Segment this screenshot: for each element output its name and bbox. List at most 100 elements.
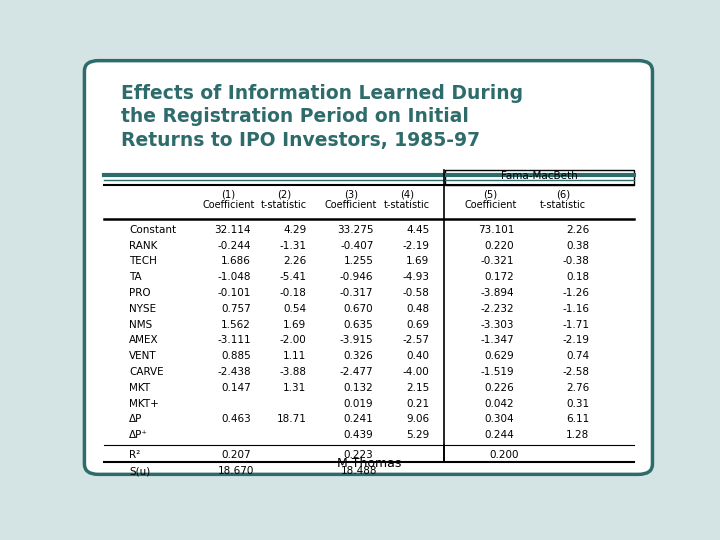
Text: MKT+: MKT+: [129, 399, 159, 409]
Text: -3.111: -3.111: [217, 335, 251, 346]
Text: -0.18: -0.18: [279, 288, 307, 298]
Text: -0.321: -0.321: [480, 256, 514, 266]
Text: VENT: VENT: [129, 352, 157, 361]
Text: -3.88: -3.88: [279, 367, 307, 377]
Text: -0.38: -0.38: [562, 256, 590, 266]
Text: 0.31: 0.31: [567, 399, 590, 409]
Text: 0.223: 0.223: [344, 450, 374, 460]
Text: -1.347: -1.347: [480, 335, 514, 346]
Text: Coefficient: Coefficient: [464, 200, 517, 210]
Text: S(u): S(u): [129, 466, 150, 476]
Text: -1.16: -1.16: [562, 304, 590, 314]
Text: 1.686: 1.686: [221, 256, 251, 266]
Text: -1.519: -1.519: [480, 367, 514, 377]
Text: 0.40: 0.40: [406, 352, 429, 361]
Text: M Thomas: M Thomas: [337, 457, 401, 470]
Text: -0.58: -0.58: [402, 288, 429, 298]
Text: Coefficient: Coefficient: [202, 200, 255, 210]
Text: -1.048: -1.048: [217, 272, 251, 282]
Text: -2.477: -2.477: [340, 367, 374, 377]
Text: RANK: RANK: [129, 241, 158, 251]
Text: 1.69: 1.69: [283, 320, 307, 330]
Text: 0.220: 0.220: [485, 241, 514, 251]
Text: -0.101: -0.101: [217, 288, 251, 298]
Text: 0.885: 0.885: [221, 352, 251, 361]
Text: 0.172: 0.172: [485, 272, 514, 282]
Text: MKT: MKT: [129, 383, 150, 393]
Text: 73.101: 73.101: [477, 225, 514, 235]
Text: 0.38: 0.38: [567, 241, 590, 251]
Text: 0.629: 0.629: [485, 352, 514, 361]
Text: -2.19: -2.19: [402, 241, 429, 251]
Text: 9.06: 9.06: [406, 415, 429, 424]
Text: -0.946: -0.946: [340, 272, 374, 282]
Text: -0.244: -0.244: [217, 241, 251, 251]
Text: -4.00: -4.00: [402, 367, 429, 377]
Text: -2.19: -2.19: [562, 335, 590, 346]
Text: 33.275: 33.275: [337, 225, 374, 235]
Text: 0.757: 0.757: [221, 304, 251, 314]
Text: 0.226: 0.226: [485, 383, 514, 393]
Text: Constant: Constant: [129, 225, 176, 235]
Text: CARVE: CARVE: [129, 367, 163, 377]
Text: -2.232: -2.232: [480, 304, 514, 314]
Text: 0.635: 0.635: [343, 320, 374, 330]
Text: 2.26: 2.26: [566, 225, 590, 235]
Text: 0.48: 0.48: [406, 304, 429, 314]
Text: -2.58: -2.58: [562, 367, 590, 377]
Text: ΔP⁺: ΔP⁺: [129, 430, 148, 440]
Text: (4): (4): [400, 190, 414, 200]
Text: ΔP: ΔP: [129, 415, 143, 424]
Text: -0.407: -0.407: [340, 241, 374, 251]
Text: 0.670: 0.670: [344, 304, 374, 314]
Text: 0.21: 0.21: [406, 399, 429, 409]
Text: NYSE: NYSE: [129, 304, 156, 314]
Text: 18.488: 18.488: [341, 466, 377, 476]
Text: -2.57: -2.57: [402, 335, 429, 346]
Text: 1.28: 1.28: [566, 430, 590, 440]
Text: 1.69: 1.69: [406, 256, 429, 266]
Text: 0.326: 0.326: [343, 352, 374, 361]
Text: -3.915: -3.915: [340, 335, 374, 346]
Text: -3.303: -3.303: [480, 320, 514, 330]
Text: 0.207: 0.207: [221, 450, 251, 460]
Bar: [446, 170, 634, 185]
Text: -0.317: -0.317: [340, 288, 374, 298]
Text: t-statistic: t-statistic: [540, 200, 586, 210]
Text: TECH: TECH: [129, 256, 157, 266]
Text: -4.93: -4.93: [402, 272, 429, 282]
Text: t-statistic: t-statistic: [261, 200, 307, 210]
Text: 0.463: 0.463: [221, 415, 251, 424]
Text: -1.71: -1.71: [562, 320, 590, 330]
Text: 32.114: 32.114: [215, 225, 251, 235]
Text: -3.894: -3.894: [480, 288, 514, 298]
Text: -2.00: -2.00: [280, 335, 307, 346]
Text: PRO: PRO: [129, 288, 150, 298]
Text: 0.439: 0.439: [343, 430, 374, 440]
Text: 1.562: 1.562: [221, 320, 251, 330]
Text: 0.132: 0.132: [343, 383, 374, 393]
Text: 1.11: 1.11: [283, 352, 307, 361]
Text: 0.304: 0.304: [485, 415, 514, 424]
Text: 2.26: 2.26: [283, 256, 307, 266]
Text: (6): (6): [556, 190, 570, 200]
Text: 0.244: 0.244: [485, 430, 514, 440]
Text: Fama-MacBeth: Fama-MacBeth: [501, 171, 578, 181]
Text: (1): (1): [221, 190, 235, 200]
Text: -2.438: -2.438: [217, 367, 251, 377]
Text: 0.54: 0.54: [284, 304, 307, 314]
Text: 0.200: 0.200: [490, 450, 519, 460]
Text: R²: R²: [129, 450, 140, 460]
Text: 0.18: 0.18: [567, 272, 590, 282]
Text: -5.41: -5.41: [279, 272, 307, 282]
Text: 4.45: 4.45: [406, 225, 429, 235]
Text: NMS: NMS: [129, 320, 153, 330]
Text: 0.69: 0.69: [406, 320, 429, 330]
Text: -1.26: -1.26: [562, 288, 590, 298]
Text: TA: TA: [129, 272, 142, 282]
Text: -1.31: -1.31: [279, 241, 307, 251]
Text: AMEX: AMEX: [129, 335, 158, 346]
Text: 0.241: 0.241: [343, 415, 374, 424]
Text: 2.76: 2.76: [566, 383, 590, 393]
Text: Effects of Information Learned During
the Registration Period on Initial
Returns: Effects of Information Learned During th…: [121, 84, 523, 150]
